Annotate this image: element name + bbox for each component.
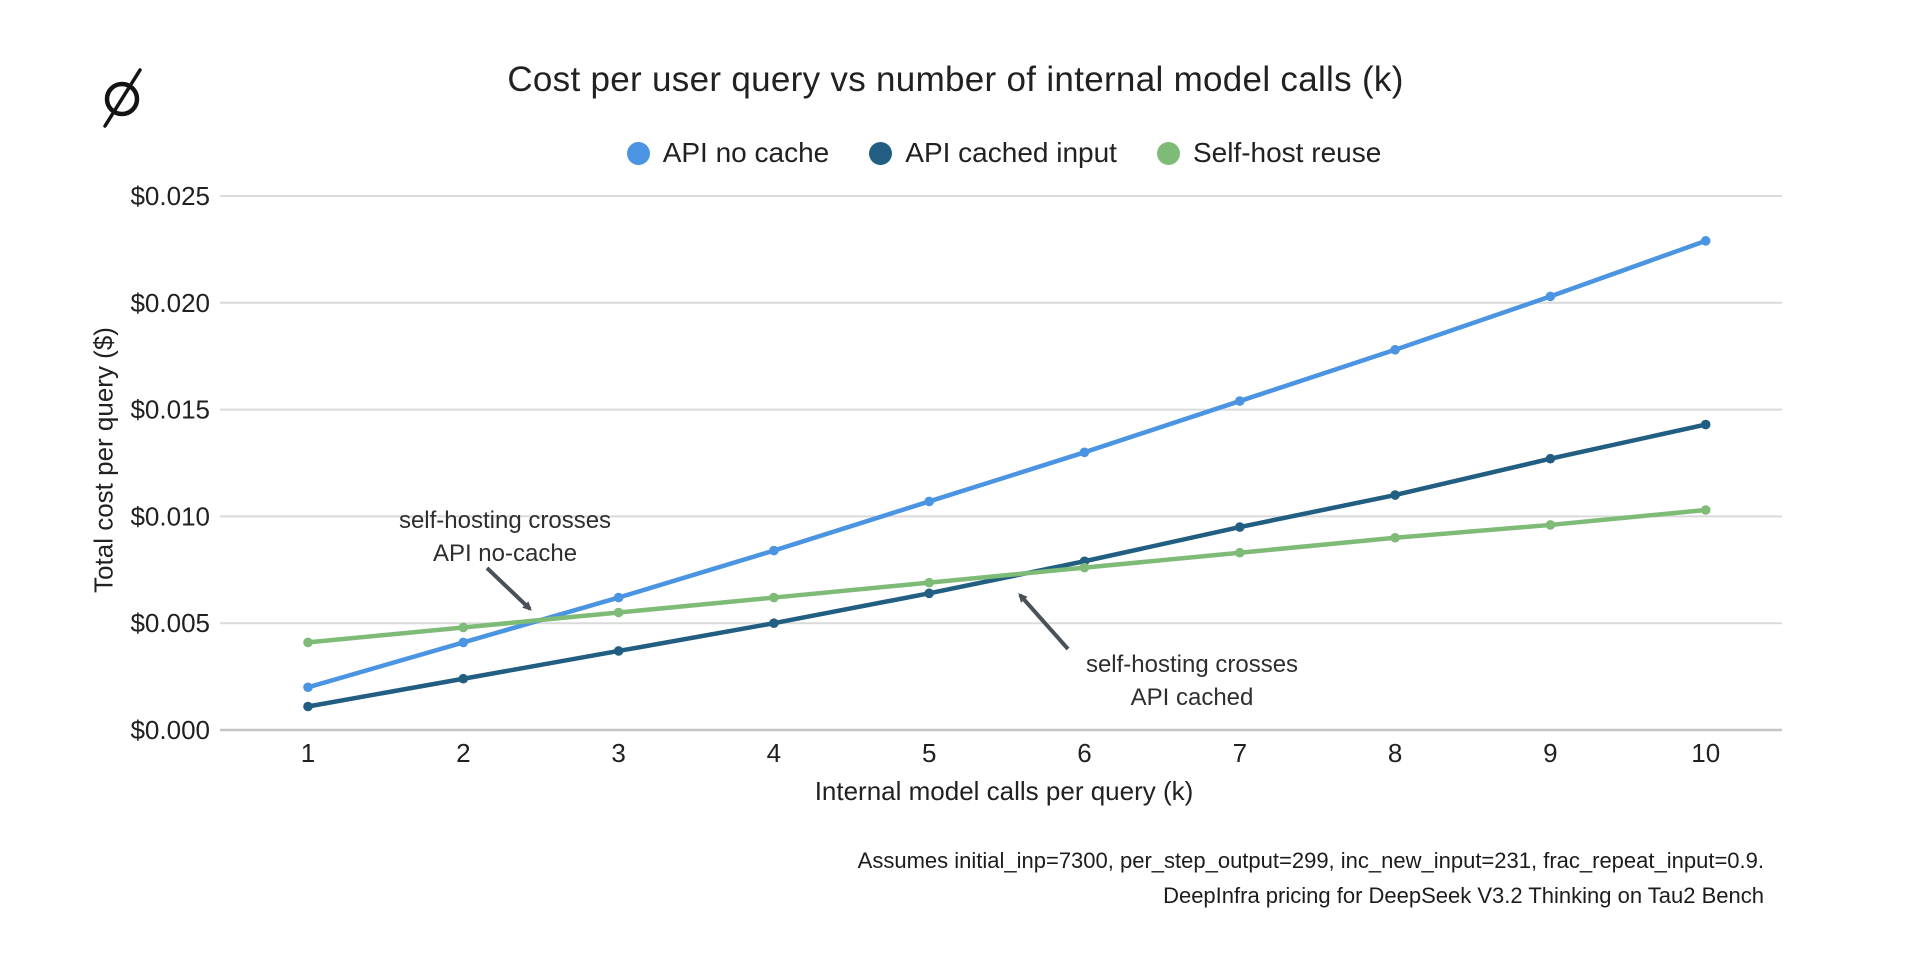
data-point (1235, 396, 1245, 406)
annotation-selfhost-crosses-api-cached: self-hosting crosses API cached (1086, 648, 1298, 714)
data-point (1079, 562, 1090, 573)
x-tick-label: 2 (456, 738, 470, 768)
data-point (1700, 505, 1711, 515)
y-tick-label: $0.000 (130, 715, 210, 745)
x-tick-label: 6 (1077, 738, 1091, 768)
y-tick-label: $0.010 (130, 501, 210, 531)
data-point (303, 701, 313, 712)
footnote: Assumes initial_inp=7300, per_step_outpu… (858, 843, 1764, 913)
annotation-line: self-hosting crosses (1085, 651, 1299, 678)
data-point (1390, 490, 1400, 500)
data-point (458, 622, 469, 633)
y-tick-label: $0.025 (130, 181, 210, 211)
data-point (458, 637, 469, 648)
x-tick-label: 3 (611, 738, 625, 768)
data-point (769, 592, 779, 603)
annotation-selfhost-crosses-api-no-cache: self-hosting crosses API no-cache (399, 504, 611, 570)
data-point (1545, 520, 1556, 530)
data-point (1545, 291, 1556, 302)
y-axis-title: Total cost per query ($) (88, 327, 119, 593)
x-tick-label: 8 (1388, 738, 1402, 768)
annotation-line: API no-cache (432, 540, 578, 567)
data-point (1390, 344, 1400, 355)
x-axis-title: Internal model calls per query (k) (814, 776, 1194, 806)
footnote-line-2: DeepInfra pricing for DeepSeek V3.2 Thin… (1163, 883, 1764, 908)
annotation-line: self-hosting crosses (398, 507, 612, 534)
legend: API no cache API cached input Self-host … (228, 137, 1780, 169)
logo-slash (103, 68, 142, 128)
y-tick-label: $0.005 (130, 608, 210, 638)
legend-item-api-cached-input: API cached input (869, 137, 1117, 169)
data-point (1700, 419, 1711, 430)
data-point (613, 646, 624, 656)
annotation-line: API cached (1130, 684, 1254, 711)
legend-label-api-no-cache: API no cache (662, 137, 830, 168)
legend-item-api-no-cache: API no cache (626, 137, 830, 169)
x-tick-label: 1 (301, 738, 315, 768)
empty-set-logo-icon (103, 68, 142, 128)
chart-title: Cost per user query vs number of interna… (507, 60, 1404, 99)
logo-circle (104, 81, 140, 117)
x-tick-label: 10 (1691, 738, 1720, 768)
data-point (1700, 236, 1711, 246)
y-tick-label: $0.015 (130, 395, 210, 425)
data-point (613, 592, 624, 603)
data-point (924, 496, 934, 507)
footnote-line-1: Assumes initial_inp=7300, per_step_outpu… (857, 848, 1764, 873)
legend-label-api-cached-input: API cached input (905, 137, 1117, 168)
data-point (1079, 447, 1090, 458)
data-point (924, 588, 934, 599)
annotation-arrow (1018, 593, 1070, 651)
data-point (303, 682, 313, 693)
x-tick-label: 5 (922, 738, 936, 768)
legend-dot-api-no-cache (626, 141, 650, 165)
legend-dot-api-cached-input (869, 141, 893, 165)
legend-item-self-host-reuse: Self-host reuse (1156, 137, 1382, 169)
y-tick-label: $0.020 (130, 288, 210, 318)
data-point (613, 607, 624, 618)
data-point (769, 545, 779, 556)
data-point (1545, 453, 1556, 464)
x-tick-label: 7 (1233, 738, 1247, 768)
data-point (303, 637, 313, 648)
data-point (769, 618, 779, 628)
data-point (1235, 522, 1245, 532)
legend-dot-self-host-reuse (1156, 141, 1180, 165)
legend-label-self-host-reuse: Self-host reuse (1192, 137, 1382, 168)
data-point (458, 673, 469, 684)
data-point (924, 577, 934, 588)
annotation-arrow (485, 566, 532, 611)
x-tick-label: 4 (767, 738, 781, 768)
series-line-2 (305, 507, 1708, 645)
x-tick-label: 9 (1543, 738, 1557, 768)
data-point (1390, 532, 1400, 543)
data-point (1235, 547, 1245, 558)
